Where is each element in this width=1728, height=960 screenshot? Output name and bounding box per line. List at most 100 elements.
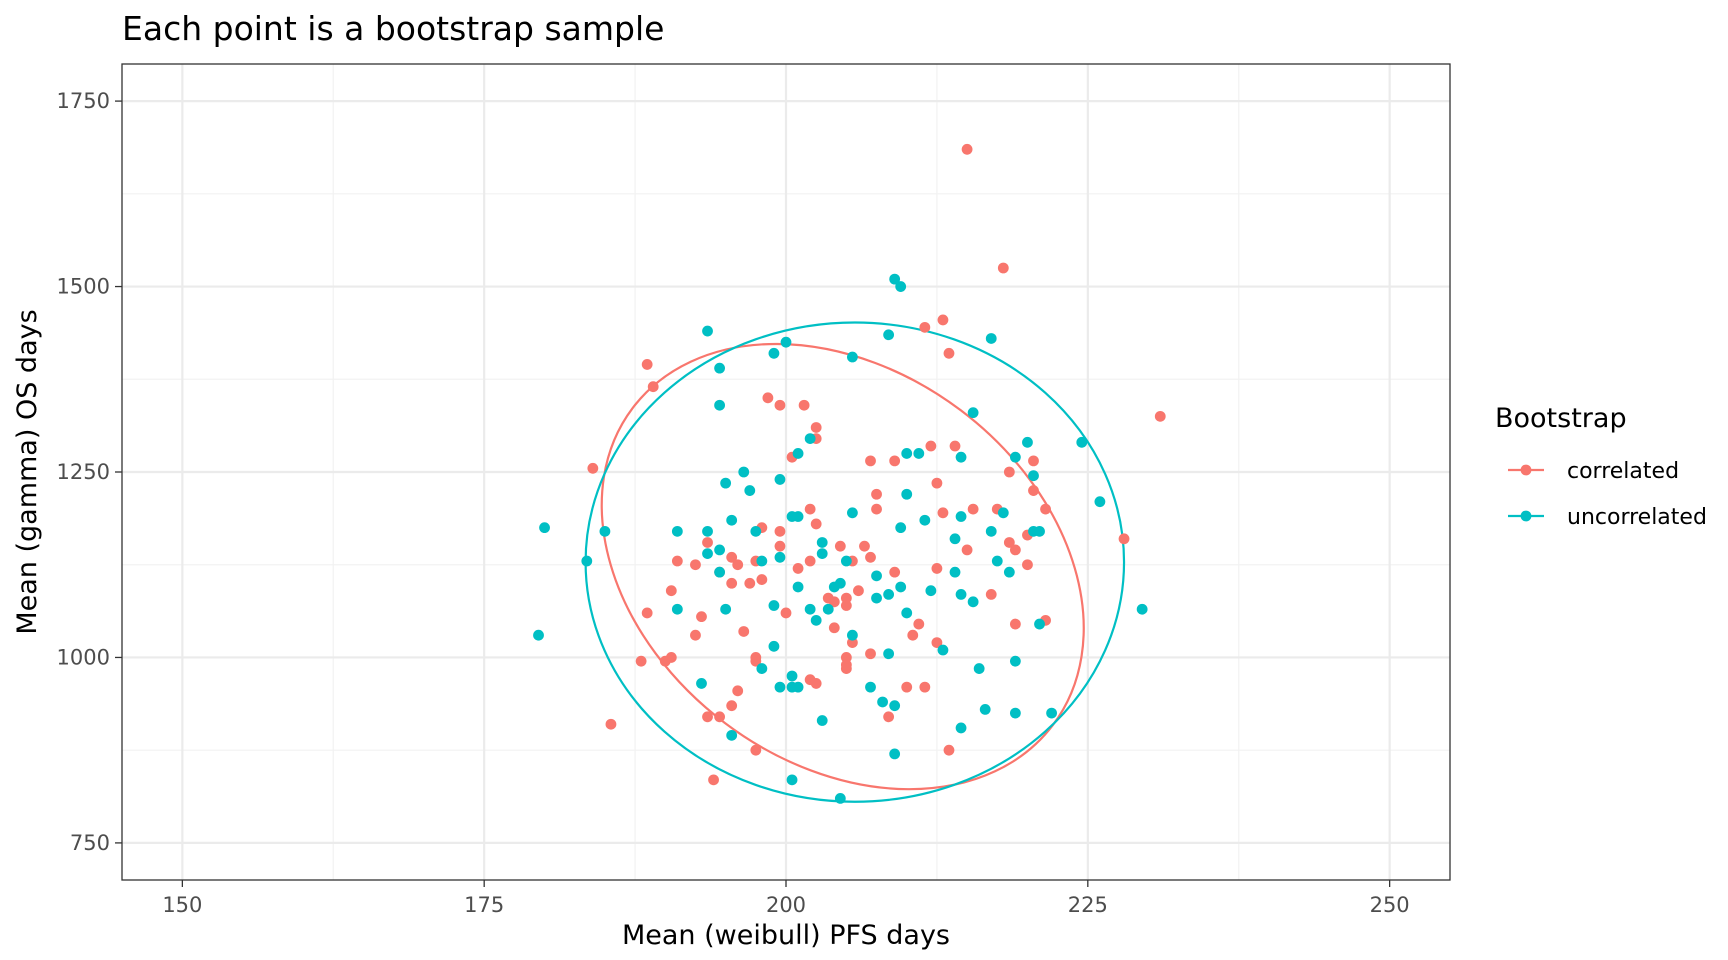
series-uncorrelated — [533, 273, 1148, 804]
data-point — [883, 329, 895, 341]
data-point — [1009, 544, 1021, 556]
data-point — [774, 525, 786, 537]
data-point — [726, 514, 738, 526]
data-point — [774, 551, 786, 563]
x-tick-label: 200 — [766, 893, 806, 917]
data-point — [955, 451, 967, 463]
data-point — [907, 629, 919, 641]
data-point — [708, 774, 719, 786]
data-point — [1046, 707, 1057, 719]
data-point — [810, 678, 822, 689]
data-point — [847, 507, 858, 519]
data-point — [792, 681, 804, 693]
data-point — [865, 681, 876, 693]
data-point — [714, 544, 725, 556]
data-point — [901, 607, 913, 619]
data-point — [671, 525, 683, 537]
data-point — [792, 448, 804, 459]
data-point — [919, 681, 931, 693]
data-point — [665, 585, 677, 597]
y-axis-title: Mean (gamma) OS days — [12, 309, 43, 634]
data-point — [949, 440, 961, 452]
data-point — [925, 440, 937, 452]
data-point — [539, 522, 550, 534]
data-point — [931, 477, 943, 489]
legend-label: uncorrelated — [1567, 505, 1707, 530]
data-point — [804, 433, 816, 445]
data-point — [1094, 496, 1106, 508]
data-point — [828, 596, 840, 608]
data-point — [949, 566, 961, 578]
data-point — [925, 585, 937, 597]
data-point — [955, 722, 967, 734]
data-point — [774, 474, 786, 485]
data-point — [605, 718, 617, 730]
data-point — [810, 614, 822, 626]
series-correlated — [587, 143, 1166, 786]
data-point — [1009, 707, 1021, 719]
legend-key-point — [1520, 510, 1532, 522]
legend-title: Bootstrap — [1495, 403, 1627, 434]
data-point — [883, 711, 895, 723]
data-point — [828, 622, 840, 634]
data-point — [1040, 503, 1051, 515]
data-point — [756, 555, 768, 567]
legend-label: correlated — [1567, 459, 1679, 484]
data-point — [1028, 455, 1039, 467]
data-point — [967, 503, 979, 515]
data-point — [1003, 466, 1015, 478]
legend-item-uncorrelated: uncorrelated — [1508, 505, 1707, 530]
data-point — [780, 336, 792, 348]
data-point — [997, 262, 1009, 274]
data-point — [690, 629, 701, 641]
data-point — [822, 603, 834, 615]
data-point — [853, 585, 864, 597]
data-point — [732, 559, 744, 571]
data-point — [979, 703, 991, 715]
data-point — [750, 525, 762, 537]
data-point — [973, 663, 985, 674]
data-point — [919, 514, 931, 526]
data-point — [774, 681, 786, 693]
grid-lines — [122, 64, 1450, 880]
data-point — [1022, 559, 1033, 571]
data-point — [889, 273, 901, 285]
x-axis-ticks: 150 175 200 225 250 — [162, 880, 1410, 917]
data-point — [834, 793, 846, 804]
data-point — [750, 655, 762, 667]
data-point — [768, 600, 780, 611]
data-point — [840, 600, 852, 611]
data-point — [726, 551, 738, 563]
data-point — [883, 589, 895, 600]
data-point — [696, 611, 707, 623]
data-point — [702, 525, 713, 537]
data-point — [991, 555, 1003, 567]
data-point — [871, 592, 882, 604]
data-point — [943, 744, 955, 756]
data-point — [671, 555, 683, 567]
x-tick-label: 175 — [464, 893, 504, 917]
data-point — [762, 392, 774, 404]
data-point — [840, 652, 852, 663]
data-point — [702, 548, 713, 559]
data-point — [901, 448, 913, 459]
y-tick-label: 1500 — [57, 275, 110, 299]
data-point — [1154, 410, 1166, 422]
data-point — [599, 525, 611, 537]
y-axis-ticks: 750 1000 1250 1500 1750 — [57, 89, 122, 855]
data-point — [732, 685, 744, 697]
data-point — [961, 544, 973, 556]
data-point — [1028, 485, 1039, 496]
data-point — [714, 362, 725, 374]
data-point — [816, 715, 828, 726]
data-point — [714, 399, 725, 411]
data-point — [786, 670, 798, 682]
data-point — [1034, 618, 1045, 630]
data-point — [871, 570, 882, 582]
data-point — [738, 626, 750, 637]
data-point — [690, 559, 701, 571]
data-point — [883, 648, 895, 660]
data-point — [847, 637, 858, 649]
x-tick-label: 250 — [1370, 893, 1410, 917]
data-point — [985, 589, 997, 600]
